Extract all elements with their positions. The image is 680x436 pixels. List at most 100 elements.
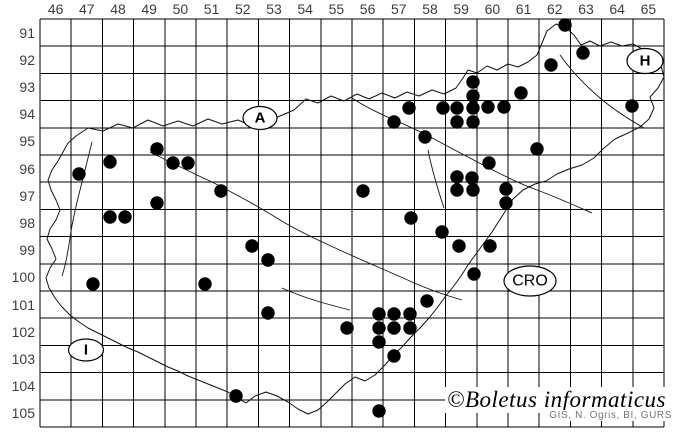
occurrence-dot	[482, 156, 496, 170]
grid-column-label: 52	[235, 1, 251, 17]
occurrence-dot	[497, 100, 511, 114]
occurrence-dot	[229, 389, 243, 403]
occurrence-dot	[420, 294, 434, 308]
occurrence-dot	[481, 100, 495, 114]
occurrence-dot	[387, 321, 401, 335]
grid-row-label: 93	[19, 79, 35, 95]
grid-row-label: 103	[11, 351, 35, 367]
country-ellipse-italy	[67, 338, 105, 362]
country-ellipse-croatia	[503, 265, 557, 297]
occurrence-dot	[387, 115, 401, 129]
grid-column-label: 65	[640, 1, 657, 17]
grid-column-label: 56	[359, 1, 376, 17]
grid-column-label: 54	[297, 1, 313, 17]
grid-row-label: 97	[19, 187, 35, 204]
occurrence-dot	[625, 99, 639, 113]
occurrence-dot	[261, 253, 275, 267]
grid-lines	[39, 18, 665, 428]
occurrence-dot	[436, 101, 450, 115]
occurrence-dot	[198, 277, 212, 291]
occurrence-dot	[466, 89, 480, 103]
occurrence-dot	[466, 101, 480, 115]
occurrence-dot	[418, 130, 432, 144]
grid-column-label: 48	[110, 1, 126, 17]
country-outline	[45, 23, 665, 415]
river-sava	[149, 151, 463, 301]
occurrence-dot	[86, 277, 100, 291]
attribution-text: GIS, N. Ogris, BI, GURS	[547, 410, 674, 421]
occurrence-dot	[452, 239, 466, 253]
occurrence-dot	[450, 183, 464, 197]
country-label-austria: A	[255, 110, 266, 127]
grid-row-label: 98	[19, 215, 35, 231]
occurrence-dot	[340, 321, 354, 335]
occurrence-dot	[387, 307, 401, 321]
occurrence-dot	[150, 196, 164, 210]
occurrence-dot	[544, 58, 558, 72]
occurrence-dot	[576, 46, 590, 60]
occurrence-dot	[181, 156, 195, 170]
occurrence-dot	[402, 101, 416, 115]
grid-column-label: 59	[453, 1, 469, 17]
occurrence-dot	[514, 86, 528, 100]
occurrence-dot	[465, 171, 479, 185]
copyright-watermark: ©Boletus informaticus	[445, 387, 668, 413]
grid-column-label: 50	[172, 1, 189, 17]
country-ellipse-austria	[242, 105, 278, 131]
occurrence-dot	[387, 349, 401, 363]
occurrence-dots-layer	[72, 18, 639, 418]
grid-row-label: 102	[11, 323, 35, 340]
occurrence-dot	[166, 156, 180, 170]
grid-row-label: 104	[11, 378, 35, 395]
occurrence-dot	[404, 211, 418, 225]
river-krka	[281, 287, 351, 311]
occurrence-dot	[150, 142, 164, 156]
occurrence-dot	[245, 239, 259, 253]
occurrence-dot	[499, 196, 513, 210]
occurrence-dot	[118, 210, 132, 224]
occurrence-dot	[403, 321, 417, 335]
grid-column-label: 58	[422, 1, 438, 17]
occurrence-dot	[466, 75, 480, 89]
slovenia-border-line	[45, 23, 665, 415]
occurrence-dot	[466, 183, 480, 197]
grid-row-label: 100	[11, 269, 35, 286]
river-savinja	[427, 149, 445, 209]
occurrence-dot	[372, 307, 386, 321]
grid-column-label: 62	[547, 1, 563, 17]
occurrence-dot	[261, 306, 275, 320]
grid-column-label: 55	[328, 1, 345, 17]
grid-row-label: 99	[19, 242, 35, 259]
country-label-italy: I	[84, 342, 88, 359]
occurrence-dot	[103, 210, 117, 224]
grid-column-label: 46	[47, 1, 64, 17]
grid-column-label: 53	[266, 1, 282, 17]
grid-column-label: 60	[484, 1, 501, 17]
country-label-hungary: H	[640, 53, 651, 70]
occurrence-dot	[450, 101, 464, 115]
occurrence-dot	[356, 184, 370, 198]
occurrence-dot	[403, 307, 417, 321]
occurrence-dot	[435, 225, 449, 239]
occurrence-dot	[483, 239, 497, 253]
grid-row-label: 92	[19, 51, 35, 68]
grid-column-label: 63	[578, 1, 594, 17]
occurrence-dot	[72, 167, 86, 181]
grid-column-label: 64	[609, 1, 625, 17]
country-labels-layer: A H CRO I	[67, 47, 664, 362]
occurrence-dot	[372, 404, 386, 418]
grid-column-label: 61	[515, 1, 532, 17]
occurrence-dot	[372, 335, 386, 349]
grid-column-label: 51	[203, 1, 220, 17]
occurrence-dot	[530, 142, 544, 156]
grid-column-label: 57	[391, 1, 407, 17]
occurrence-dot	[372, 321, 386, 335]
occurrence-dot	[450, 115, 464, 129]
grid-column-label: 47	[79, 1, 95, 17]
occurrence-dot	[467, 267, 481, 281]
country-label-croatia: CRO	[512, 273, 548, 290]
country-ellipse-hungary	[626, 47, 664, 75]
grid-column-label: 49	[141, 1, 157, 17]
